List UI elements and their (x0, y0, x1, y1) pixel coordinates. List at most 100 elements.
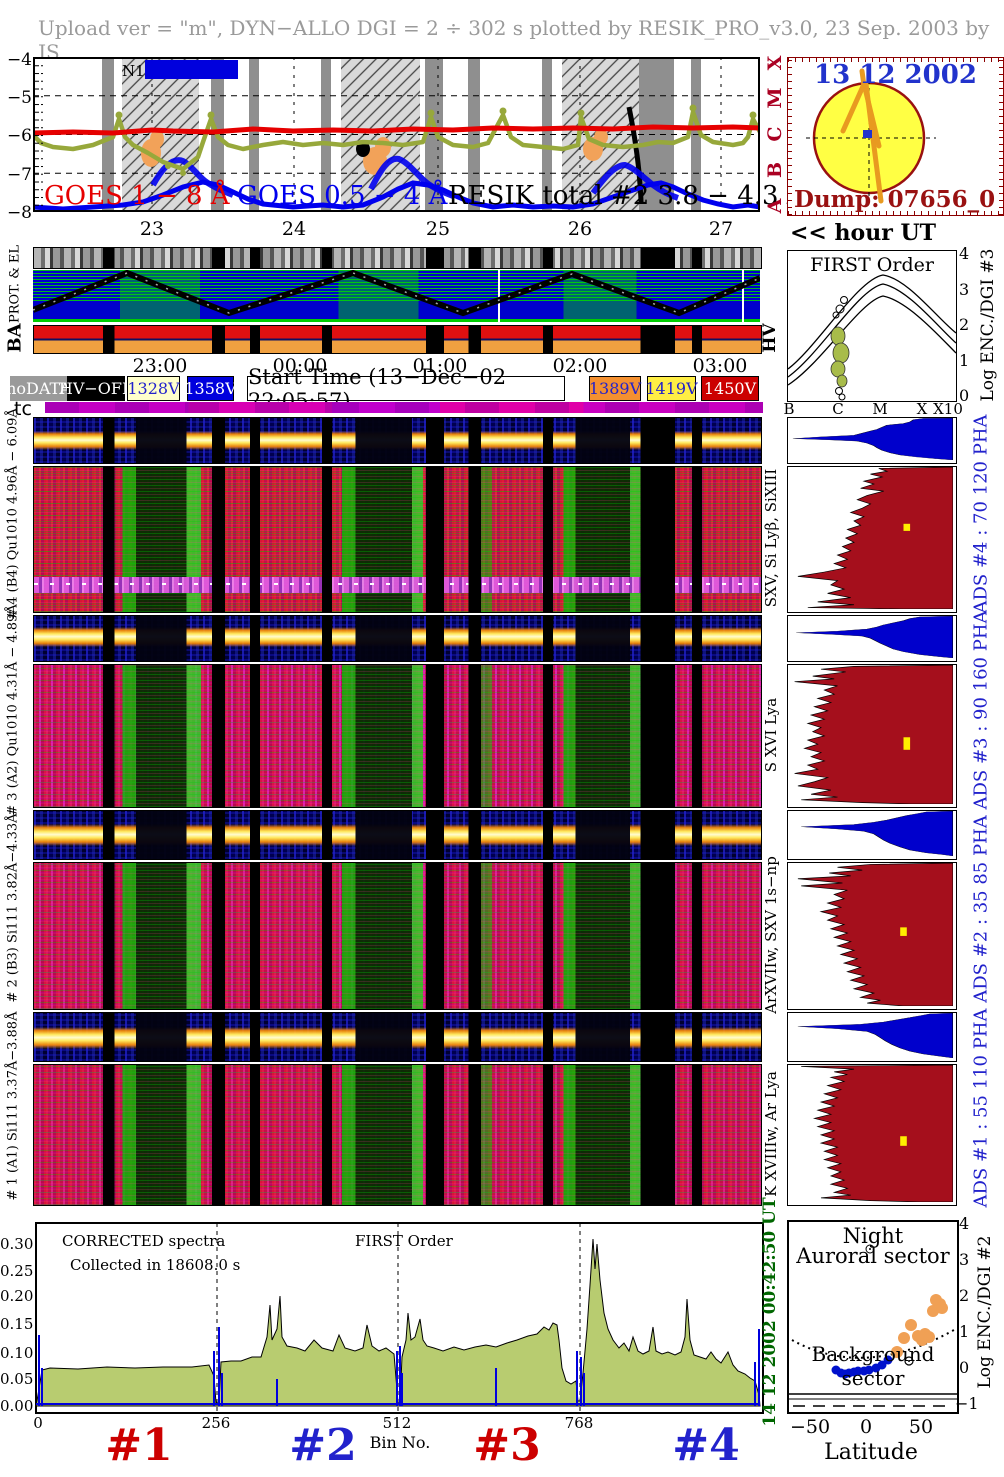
latitude-xlabel: Latitude (824, 1440, 918, 1465)
first-order-ylabel: Log ENC./DGI #3 (978, 248, 998, 402)
prot-el-label: PROT. & EL (7, 244, 23, 324)
spectrum-xtick: 256 (201, 1414, 231, 1432)
goes-xtick: 24 (281, 218, 307, 240)
segment-label-3: #3 (473, 1420, 541, 1471)
goes-ytick: −6 (6, 126, 32, 146)
latitude-ytick: 3 (959, 1250, 970, 1269)
first-order-ytick: 2 (959, 315, 970, 334)
segment-label-4: #4 (672, 1420, 740, 1471)
corrected-spectrum-plot: CORRECTED spectra Collected in 18608.0 s… (35, 1222, 764, 1414)
legend-hv-off: HV−OFF (59, 376, 133, 401)
latitude-title-night: Night (842, 1224, 904, 1248)
latitude-ytick: 4 (959, 1214, 970, 1233)
channel2-ads-label: ADS #2 : 35 85 PHA (970, 815, 992, 1003)
first-order-ytick: 0 (959, 386, 970, 405)
channel3-pha-spectrogram (33, 615, 762, 662)
spectrum-ytick: 0.30 (0, 1235, 34, 1253)
first-order-title: FIRST Order (810, 254, 934, 276)
latitude-background-sector: Background sector (811, 1342, 935, 1390)
spectrum-xtick: 0 (33, 1414, 43, 1432)
time-tick: 01:00 (412, 355, 468, 377)
spectrum-ytick: 0.25 (0, 1262, 34, 1280)
channel4-ads-histogram (787, 466, 957, 613)
hour-ut-note: << hour UT (790, 220, 936, 246)
prot-el-spectrogram (33, 270, 760, 322)
sun-position-box: 13 12 2002 Dump: 07656_0 (787, 57, 1004, 216)
page-title: Upload ver = "m", DYN−ALLO DGI = 2 ÷ 302… (38, 16, 990, 64)
goes-ytick: −7 (6, 165, 32, 185)
channel2-pha-histogram (787, 810, 957, 860)
dump-id: Dump: 07656_0 (794, 186, 996, 213)
goes-red-series-label: GOES 1 − 8 Å (44, 181, 230, 211)
channel1-ads-spectrogram (33, 1064, 762, 1206)
spectrum-note-corrected: CORRECTED spectra (62, 1232, 226, 1250)
channel2-line-label: ArXVIIw, SXV 1s−np (762, 856, 780, 1014)
legend-1450v: 1450V (701, 376, 759, 401)
goes-blue-series-label: GOES 0.5 − 4 Å (237, 181, 448, 211)
channel2-ads-histogram (787, 862, 957, 1010)
channel3-left-label: # 3 (A2) Qu1010 4.31Å − 4.89Å (5, 604, 21, 816)
start-time-box: Start Time (13−Dec−02 22:05:57) (247, 365, 565, 413)
spectrum-note-first-order: FIRST Order (355, 1232, 453, 1250)
tc-label: tc (14, 398, 32, 420)
goes-xtick: 27 (708, 218, 734, 240)
time-tick: 00:00 (272, 355, 328, 377)
channel1-pha-histogram (787, 1012, 957, 1062)
ba-hv-bar (33, 325, 762, 354)
channel3-ads-histogram (787, 664, 957, 808)
goes-class-letter: A (764, 198, 786, 214)
spectrum-xlabel: Bin No. (369, 1433, 431, 1452)
goes-class-letter: X (764, 55, 786, 71)
legend-1358v: 1358V (184, 376, 237, 401)
latitude-title-auroral: Auroral sector (796, 1244, 950, 1268)
spectrum-xtick: 512 (382, 1414, 412, 1432)
first-order-ytick: 4 (959, 244, 970, 263)
spectrum-ytick: 0.20 (0, 1287, 34, 1305)
channel3-ads-label: ADS #3 : 90 160 PHA (970, 610, 992, 810)
latitude-ytick: −1 (955, 1394, 979, 1413)
channel1-left-label: # 1 (A1) Si111 3.37Å−3.88Å (5, 1011, 21, 1201)
legend-1389v: 1389V (589, 376, 641, 401)
first-order-xtick: X (916, 400, 928, 418)
tc-bar (45, 402, 763, 413)
latitude-panel: Night Auroral sector Background sector (787, 1220, 959, 1414)
channel1-pha-spectrogram (33, 1012, 762, 1062)
ba-label: BA (4, 323, 26, 353)
first-order-ytick: 3 (959, 280, 970, 299)
sun-disk-icon (806, 68, 936, 204)
channel1-line-label: K XVIIIw, Ar Lya (762, 1071, 780, 1197)
flare-duration-bar (145, 60, 238, 79)
hv-label: HV (760, 323, 780, 353)
latitude-ytick: 0 (959, 1358, 970, 1377)
channel3-pha-histogram (787, 615, 957, 662)
segment-label-1: #1 (105, 1420, 173, 1471)
time-tick: 02:00 (552, 355, 608, 377)
channel2-left-label: # 2 (B3) Si111 3.82Å−4.33Å (5, 813, 21, 1003)
first-order-xtick: X10 (933, 400, 963, 418)
prot-el-grayscale-bar (33, 247, 762, 269)
goes-xtick: 23 (139, 218, 165, 240)
channel4-pha-spectrogram (33, 417, 762, 464)
legend-nodata: noDATA (6, 376, 71, 401)
latitude-xtick: 50 (908, 1416, 934, 1438)
first-order-ytick: 1 (959, 351, 970, 370)
resik-series-label: RESIK total #2 3.8 − 4.3 Å (448, 181, 806, 211)
legend-1328v: 1328V (127, 376, 180, 401)
legend-1419v: 1419V (645, 376, 698, 401)
goes-xtick: 25 (425, 218, 451, 240)
goes-ytick: −4 (6, 50, 32, 70)
channel4-ads-label: ADS #4 : 70 120 PHA (970, 414, 992, 614)
spectrum-right-timestamp: 14 12 2002 00:42:50 UT (760, 1197, 780, 1427)
goes-ytick: −8 (6, 203, 32, 223)
spectrum-xtick: 768 (564, 1414, 594, 1432)
first-order-xtick: B (783, 400, 795, 418)
goes-flux-plot (33, 57, 760, 212)
latitude-ylabel: Log ENC./DGI #2 (975, 1235, 995, 1389)
channel3-line-label: S XVI Lya (762, 697, 780, 773)
spectrum-ytick: 0.05 (0, 1370, 34, 1388)
spectrum-ytick: 0.00 (0, 1397, 34, 1415)
latitude-ytick: 2 (959, 1286, 970, 1305)
channel4-pha-histogram (787, 417, 957, 464)
first-order-xtick: C (832, 400, 844, 418)
goes-class-letter: B (764, 161, 786, 179)
